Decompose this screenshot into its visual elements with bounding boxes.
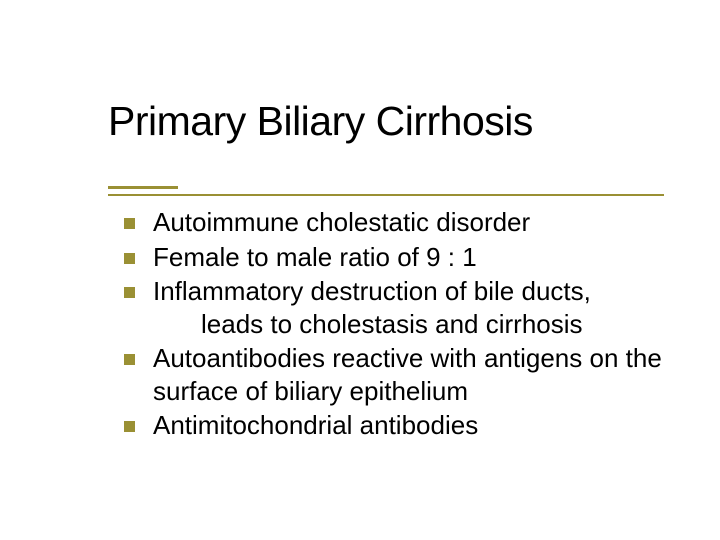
bullet-text: Female to male ratio of 9 : 1 [153,241,477,274]
slide: Primary Biliary Cirrhosis Autoimmune cho… [0,0,720,540]
title-underline-long [108,194,664,196]
square-bullet-icon [124,354,135,365]
slide-title: Primary Biliary Cirrhosis [108,100,680,143]
bullet-line: Inflammatory destruction of bile ducts, [153,276,591,306]
bullet-line: Antimitochondrial antibodies [153,410,478,440]
square-bullet-icon [124,253,135,264]
bullet-line: Autoimmune cholestatic disorder [153,207,530,237]
title-block: Primary Biliary Cirrhosis [108,100,680,143]
bullet-text: Autoimmune cholestatic disorder [153,206,530,239]
list-item: Antimitochondrial antibodies [124,409,672,442]
square-bullet-icon [124,287,135,298]
list-item: Inflammatory destruction of bile ducts, … [124,275,672,340]
list-item: Female to male ratio of 9 : 1 [124,241,672,274]
square-bullet-icon [124,218,135,229]
bullet-line: Female to male ratio of 9 : 1 [153,242,477,272]
bullet-text: Inflammatory destruction of bile ducts, … [153,275,591,340]
title-underline-short [108,186,178,189]
body-content: Autoimmune cholestatic disorder Female t… [124,206,672,444]
list-item: Autoantibodies reactive with antigens on… [124,342,672,407]
bullet-text: Autoantibodies reactive with antigens on… [153,342,672,407]
list-item: Autoimmune cholestatic disorder [124,206,672,239]
square-bullet-icon [124,421,135,432]
bullet-text: Antimitochondrial antibodies [153,409,478,442]
bullet-line: Autoantibodies reactive with antigens on… [153,343,662,406]
bullet-line: leads to cholestasis and cirrhosis [153,308,591,341]
